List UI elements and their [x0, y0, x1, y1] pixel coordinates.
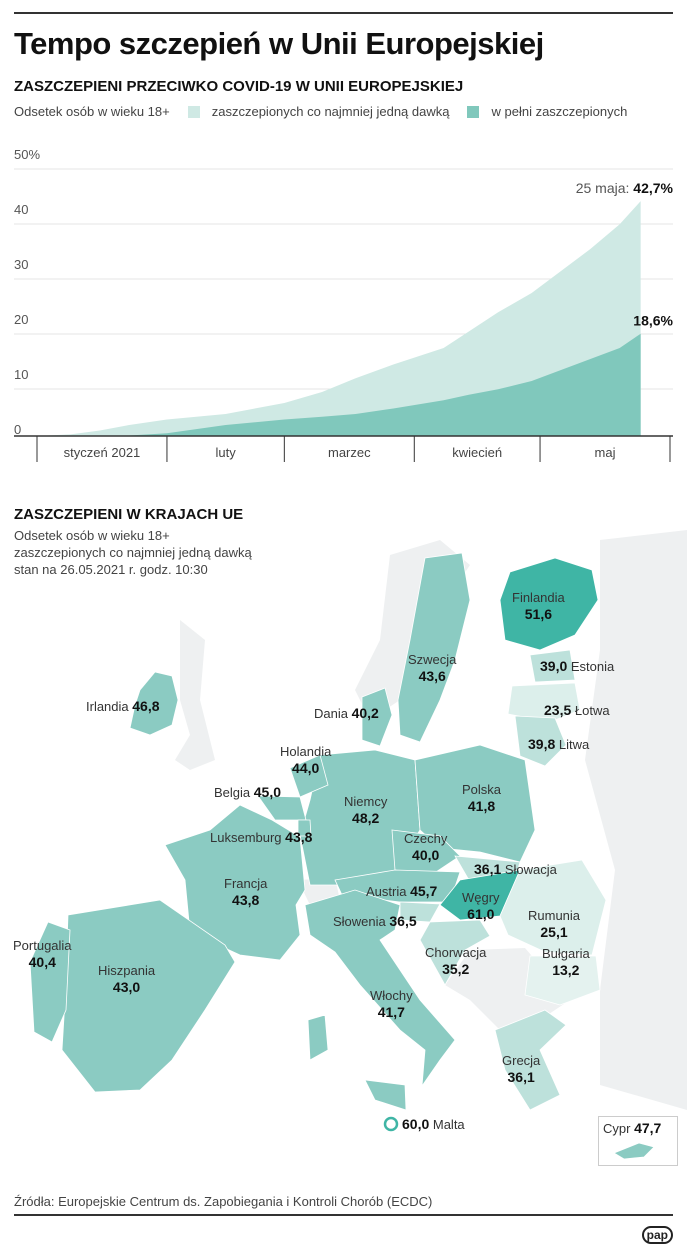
country-wlochy [307, 1014, 329, 1061]
label-austria: Austria 45,7 [366, 883, 438, 899]
y-tick-label: 10 [14, 367, 28, 382]
label-chorwacja: Chorwacja 35,2 [425, 945, 487, 977]
data-label-first: 25 maja: 42,7% [576, 180, 674, 196]
area-series-full [37, 333, 641, 436]
label-niemcy: Niemcy 48,2 [344, 794, 388, 826]
label-szwecja: Szwecja 43,6 [408, 652, 457, 684]
label-czechy: Czechy 40,0 [404, 831, 448, 863]
source-note: Źródła: Europejskie Centrum ds. Zapobieg… [14, 1194, 433, 1209]
label-cypr: Cypr 47,7 [603, 1120, 662, 1136]
country-hiszpania [61, 899, 236, 1093]
label-hiszpania: Hiszpania 43,0 [98, 963, 156, 995]
map-subtitle-line: stan na 26.05.2021 r. godz. 10:30 [14, 562, 208, 577]
y-tick-label: 40 [14, 202, 28, 217]
chart-legend: Odsetek osób w wieku 18+ zaszczepionych … [14, 104, 627, 119]
label-litwa: 39,8 Litwa [528, 736, 590, 752]
country-cypr [613, 1142, 655, 1160]
label-wegry: Węgry 61,0 [462, 890, 500, 922]
cyprus-inset [598, 1116, 678, 1166]
label-holandia: Holandia 44,0 [280, 744, 332, 776]
country-estonia [529, 649, 576, 683]
country-chorwacja [419, 919, 491, 986]
label-finlandia: Finlandia 51,6 [512, 590, 565, 622]
country-irlandia [129, 671, 179, 736]
label-belgia: Belgia 45,0 [214, 784, 282, 800]
map-subtitle: Odsetek osób w wieku 18+ zaszczepionych … [14, 527, 252, 578]
label-malta: 60,0 Malta [402, 1116, 465, 1132]
country-lotwa [507, 682, 581, 723]
label-estonia: 39,0 Estonia [540, 658, 615, 674]
y-tick-label: 0 [14, 422, 21, 437]
country-holandia [289, 754, 329, 798]
pap-logo: pap [641, 1226, 673, 1244]
x-tick-label: marzec [328, 445, 371, 460]
country-finlandia [499, 557, 599, 651]
country-szwecja [397, 552, 471, 743]
y-tick-label: 50% [14, 147, 40, 162]
country-rumunia [499, 859, 607, 956]
country-wegry [439, 869, 521, 921]
country-portugalia [29, 921, 71, 1043]
legend-label-full: w pełni zaszczepionych [491, 104, 628, 119]
label-francja: Francja 43,8 [224, 876, 268, 908]
page-title: Tempo szczepień w Unii Europejskiej [14, 26, 544, 61]
chart-heading: ZASZCZEPIENI PRZECIWKO COVID-19 W UNII E… [14, 78, 464, 95]
legend-label-first: zaszczepionych co najmniej jedną dawką [211, 104, 450, 119]
area-chart: 0 10 20 30 40 50% styczeń 2021 luty marzec kwieci… [14, 147, 674, 462]
x-tick-label: kwiecień [452, 445, 502, 460]
x-tick-label: styczeń 2021 [64, 445, 141, 460]
label-bulgaria: Bułgaria 13,2 [542, 946, 590, 978]
map-subtitle-line: Odsetek osób w wieku 18+ [14, 528, 170, 543]
country-bulgaria [524, 955, 601, 1006]
label-luksemburg: Luksemburg 43,8 [210, 829, 313, 845]
map-subtitle-line: zaszczepionych co najmniej jedną dawką [14, 545, 252, 560]
country-luksemburg [297, 819, 312, 837]
label-irlandia: Irlandia 46,8 [86, 698, 160, 714]
country-wlochy [304, 889, 456, 1088]
label-polska: Polska 41,8 [462, 782, 502, 814]
country-malta [383, 1116, 399, 1132]
x-tick-label: maj [595, 445, 616, 460]
chart-subtitle: Odsetek osób w wieku 18+ [14, 104, 170, 119]
label-slowacja: 36,1 Słowacja [474, 861, 557, 877]
label-dania: Dania 40,2 [314, 705, 379, 721]
country-dania [361, 687, 393, 747]
country-wlochy [364, 1079, 407, 1111]
y-tick-label: 20 [14, 312, 28, 327]
area-series-first [37, 201, 641, 436]
map-heading: ZASZCZEPIENI W KRAJACH UE [14, 506, 244, 523]
bottom-rule [14, 1214, 673, 1216]
label-rumunia: Rumunia 25,1 [528, 908, 581, 940]
y-tick-label: 30 [14, 257, 28, 272]
legend-swatch-first [187, 105, 200, 118]
x-tick-label: luty [216, 445, 237, 460]
data-label-full: 18,6% [633, 313, 673, 329]
country-litwa [514, 715, 567, 767]
label-slowenia: Słowenia 36,5 [333, 913, 417, 929]
label-portugalia: Portugalia 40,4 [13, 938, 72, 970]
label-grecja: Grecja 36,1 [502, 1053, 541, 1085]
label-lotwa: 23,5 Łotwa [544, 702, 610, 718]
label-wlochy: Włochy 41,7 [370, 988, 413, 1020]
legend-swatch-full [467, 105, 480, 118]
country-czechy [391, 829, 461, 877]
country-grecja [494, 1009, 567, 1111]
top-rule [14, 12, 673, 14]
